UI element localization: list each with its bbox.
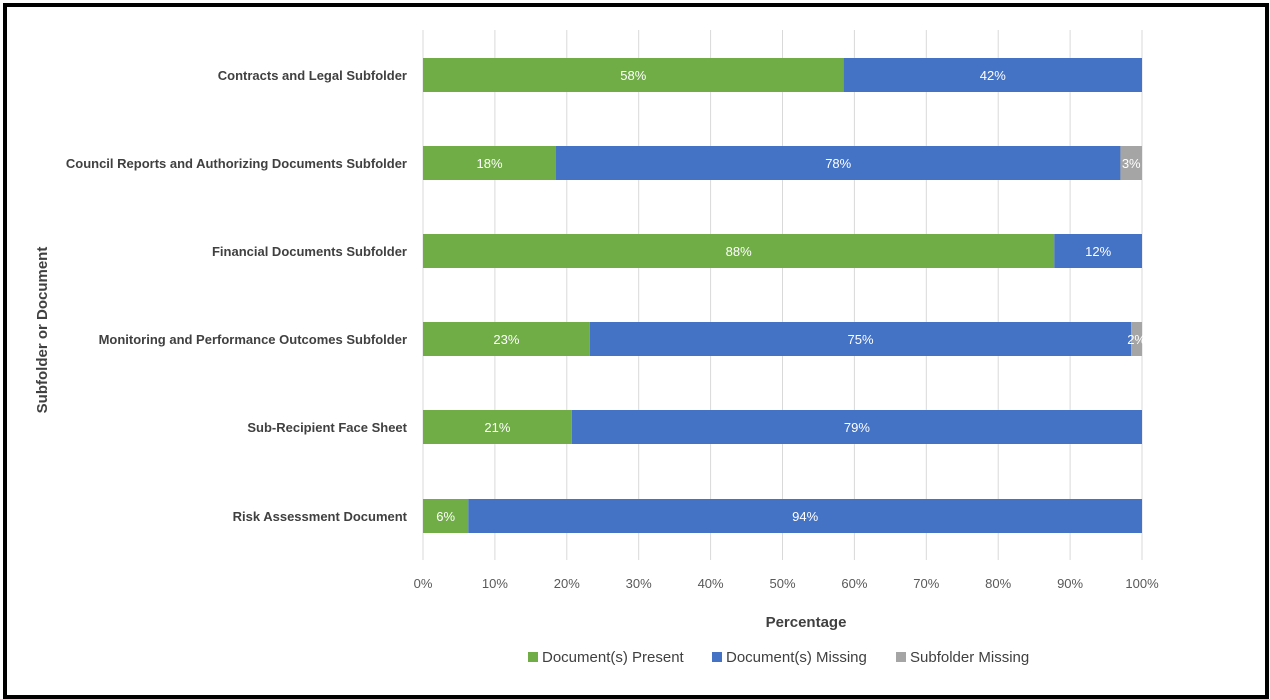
bar-segment	[423, 234, 1055, 268]
x-tick-label: 50%	[769, 576, 795, 591]
bar-segment	[1131, 322, 1142, 356]
category-labels: Contracts and Legal Subfolder Council Rep…	[66, 68, 408, 524]
legend-label: Document(s) Missing	[726, 649, 867, 666]
x-tick-label: 0%	[414, 576, 433, 591]
data-label: 3%	[1122, 156, 1141, 171]
category-label: Financial Documents Subfolder	[212, 244, 407, 259]
data-label: 2%	[1127, 332, 1146, 347]
x-tick-label: 30%	[626, 576, 652, 591]
category-label: Risk Assessment Document	[233, 509, 408, 524]
x-tick-label: 70%	[913, 576, 939, 591]
x-axis-title: Percentage	[766, 614, 847, 631]
data-label: 78%	[825, 156, 851, 171]
bar-segment	[423, 499, 469, 533]
x-tick-label: 90%	[1057, 576, 1083, 591]
legend-swatch	[528, 652, 538, 662]
category-label: Monitoring and Performance Outcomes Subf…	[99, 332, 407, 347]
legend: Document(s) Present Document(s) Missing Su…	[528, 649, 1029, 666]
bar-segment	[589, 322, 1132, 356]
category-label: Sub-Recipient Face Sheet	[247, 420, 407, 435]
category-label: Council Reports and Authorizing Document…	[66, 156, 407, 171]
y-axis-title: Subfolder or Document	[34, 247, 51, 414]
bar-segment	[1054, 234, 1142, 268]
bar-segment	[423, 146, 557, 180]
legend-swatch	[896, 652, 906, 662]
data-label: 42%	[980, 68, 1006, 83]
bar-segment	[468, 499, 1142, 533]
data-label: 88%	[726, 244, 752, 259]
bar-segment	[423, 322, 590, 356]
data-label: 6%	[436, 509, 455, 524]
data-label: 23%	[493, 332, 519, 347]
x-tick-label: 20%	[554, 576, 580, 591]
legend-swatch	[712, 652, 722, 662]
bar-segment	[423, 58, 844, 92]
category-label: Contracts and Legal Subfolder	[218, 68, 407, 83]
data-label: 58%	[620, 68, 646, 83]
legend-label: Subfolder Missing	[910, 649, 1029, 666]
data-label: 18%	[476, 156, 502, 171]
x-tick-label: 60%	[841, 576, 867, 591]
x-tick-label: 100%	[1125, 576, 1159, 591]
data-label: 75%	[847, 332, 873, 347]
x-tick-label: 10%	[482, 576, 508, 591]
x-tick-labels: 0% 10% 20% 30% 40% 50% 60% 70% 80% 90% 100%	[414, 576, 1159, 591]
bar-segment	[1120, 146, 1142, 180]
legend-label: Document(s) Present	[542, 649, 685, 666]
data-label: 12%	[1085, 244, 1111, 259]
gridlines	[422, 30, 1143, 560]
x-tick-label: 80%	[985, 576, 1011, 591]
data-label: 79%	[844, 420, 870, 435]
data-label: 94%	[792, 509, 818, 524]
bar-segment	[423, 410, 572, 444]
x-tick-label: 40%	[698, 576, 724, 591]
bar-segment	[556, 146, 1121, 180]
bar-segment	[571, 410, 1142, 444]
bar-segment	[843, 58, 1142, 92]
data-label: 21%	[484, 420, 510, 435]
bars: 58% 42% 18% 78% 3% 88% 12% 23% 75% 2% 21% 79% 6% 94%	[423, 58, 1146, 533]
